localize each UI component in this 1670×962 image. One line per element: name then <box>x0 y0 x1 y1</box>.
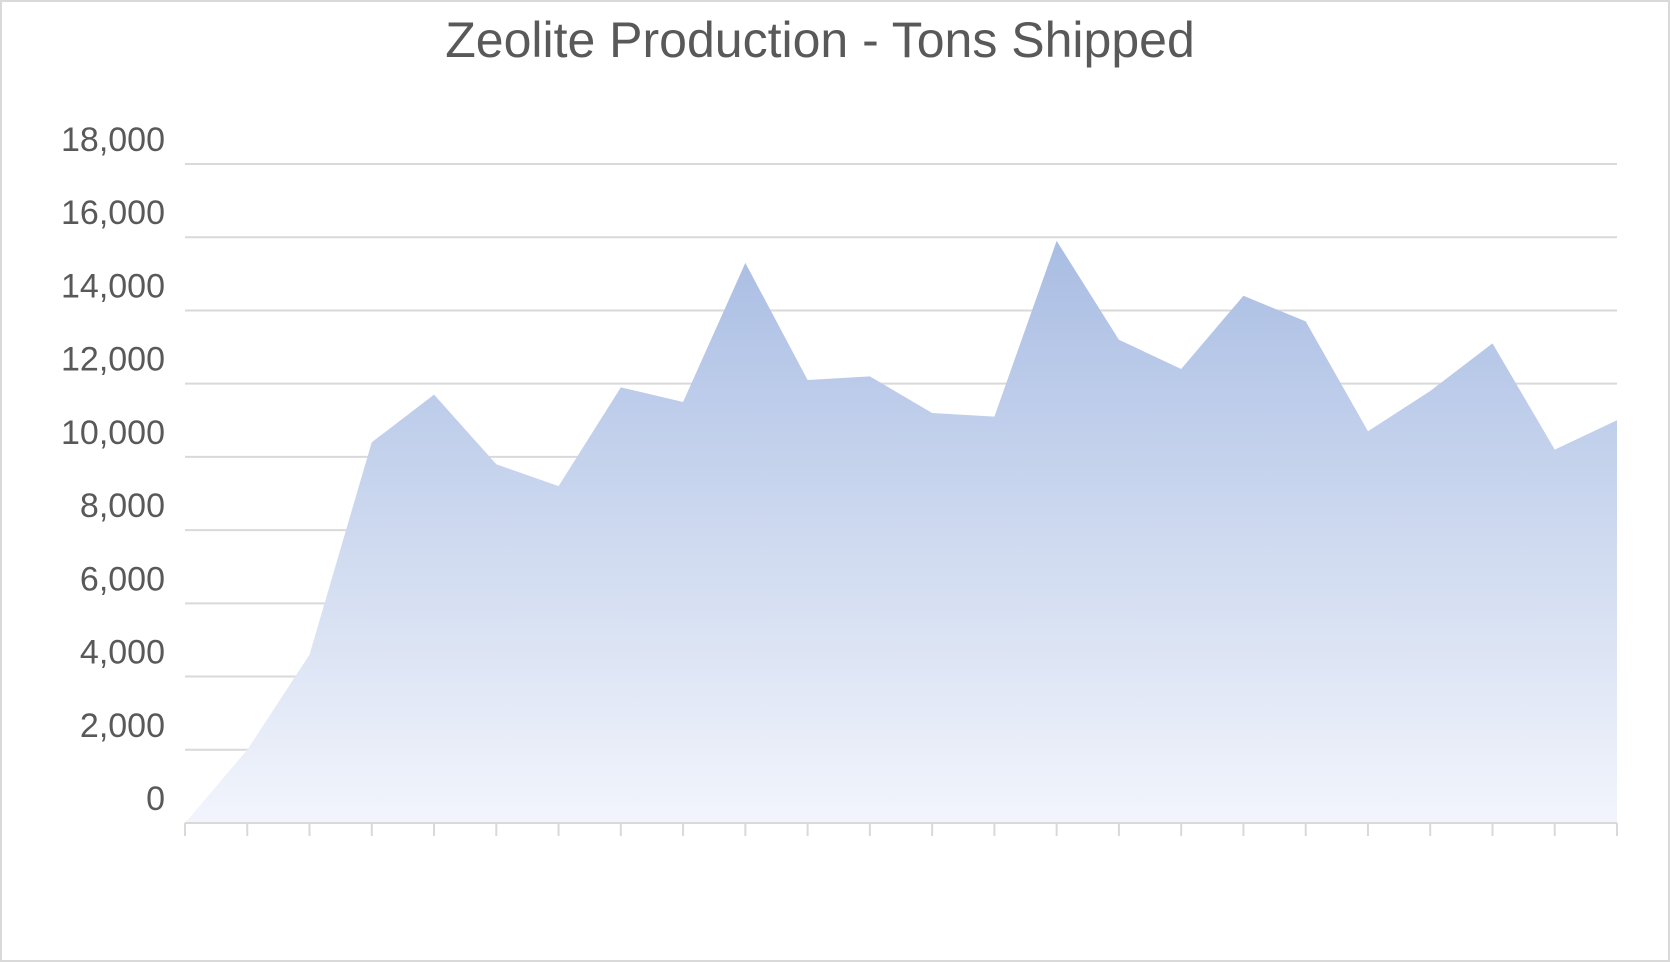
y-tick-label: 12,000 <box>61 341 165 379</box>
area <box>185 240 1617 824</box>
y-tick-label: 14,000 <box>61 267 165 305</box>
y-tick-label: 18,000 <box>61 121 165 159</box>
y-tick-label: 6,000 <box>80 560 165 598</box>
chart-title: Zeolite Production - Tons Shipped <box>445 12 1195 68</box>
y-tick-label: 10,000 <box>61 414 165 452</box>
y-tick-label: 16,000 <box>61 194 165 232</box>
y-tick-label: 8,000 <box>80 487 165 525</box>
y-tick-label: 4,000 <box>80 634 165 672</box>
y-tick-label: 2,000 <box>80 707 165 745</box>
y-tick-label: 0 <box>146 780 165 818</box>
